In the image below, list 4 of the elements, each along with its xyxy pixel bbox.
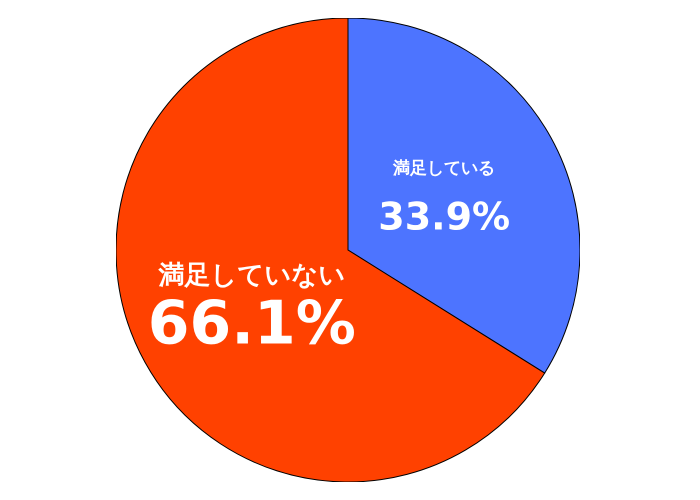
slice-label: 満足している (392, 158, 496, 179)
data-label: 33.9% (378, 194, 510, 239)
slice-label: 満足していない (157, 260, 346, 290)
data-label: 66.1% (148, 288, 356, 358)
